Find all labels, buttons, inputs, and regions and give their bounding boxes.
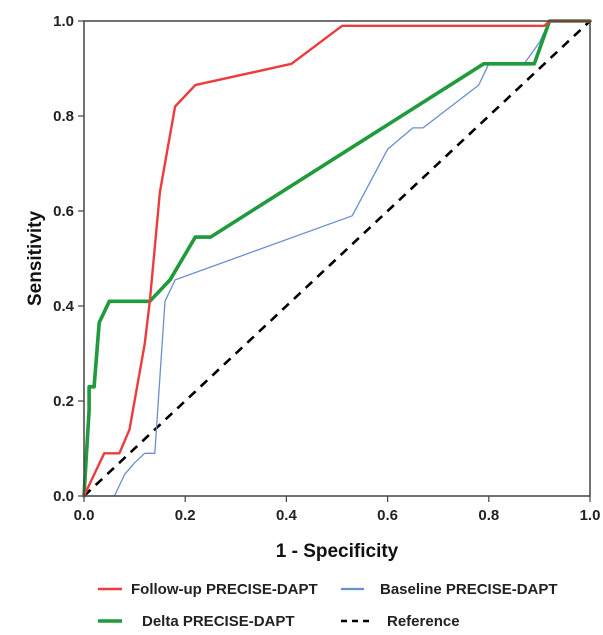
- legend-label-follow-up-precise-dapt: Follow-up PRECISE-DAPT: [131, 581, 318, 598]
- legend-label-delta-precise-dapt: Delta PRECISE-DAPT: [142, 613, 295, 630]
- y-axis-title: Sensitivity: [25, 211, 46, 306]
- x-tick-label: 1.0: [580, 507, 601, 524]
- legend-label-reference: Reference: [387, 613, 460, 630]
- y-tick-label: 1.0: [53, 13, 74, 30]
- x-tick-label: 0.0: [74, 507, 95, 524]
- plot-frame: [83, 20, 591, 497]
- y-tick-label: 0.2: [53, 393, 74, 410]
- x-tick-label: 0.6: [377, 507, 398, 524]
- x-tick-label: 0.2: [175, 507, 196, 524]
- x-axis-title: 1 - Specificity: [276, 541, 399, 562]
- y-tick-label: 0.4: [53, 298, 75, 315]
- y-tick-label: 0.8: [53, 108, 74, 125]
- y-tick-label: 0.0: [53, 488, 74, 505]
- legend-label-baseline-precise-dapt: Baseline PRECISE-DAPT: [380, 581, 558, 598]
- series-line-reference: [83, 20, 591, 497]
- y-axis-ticks: 0.0 0.2 0.4 0.6 0.8 1.0: [53, 13, 84, 505]
- legend: Follow-up PRECISE-DAPT Baseline PRECISE-D…: [98, 581, 558, 630]
- x-tick-label: 0.4: [276, 507, 298, 524]
- x-tick-label: 0.8: [478, 507, 499, 524]
- series-line-baseline-precise-dapt: [83, 20, 591, 497]
- plot-lines: [82, 19, 592, 498]
- series-line-follow-up-precise-dapt: [82, 19, 592, 498]
- x-axis-ticks: 0.0 0.2 0.4 0.6 0.8 1.0: [74, 496, 601, 524]
- y-tick-label: 0.6: [53, 203, 74, 220]
